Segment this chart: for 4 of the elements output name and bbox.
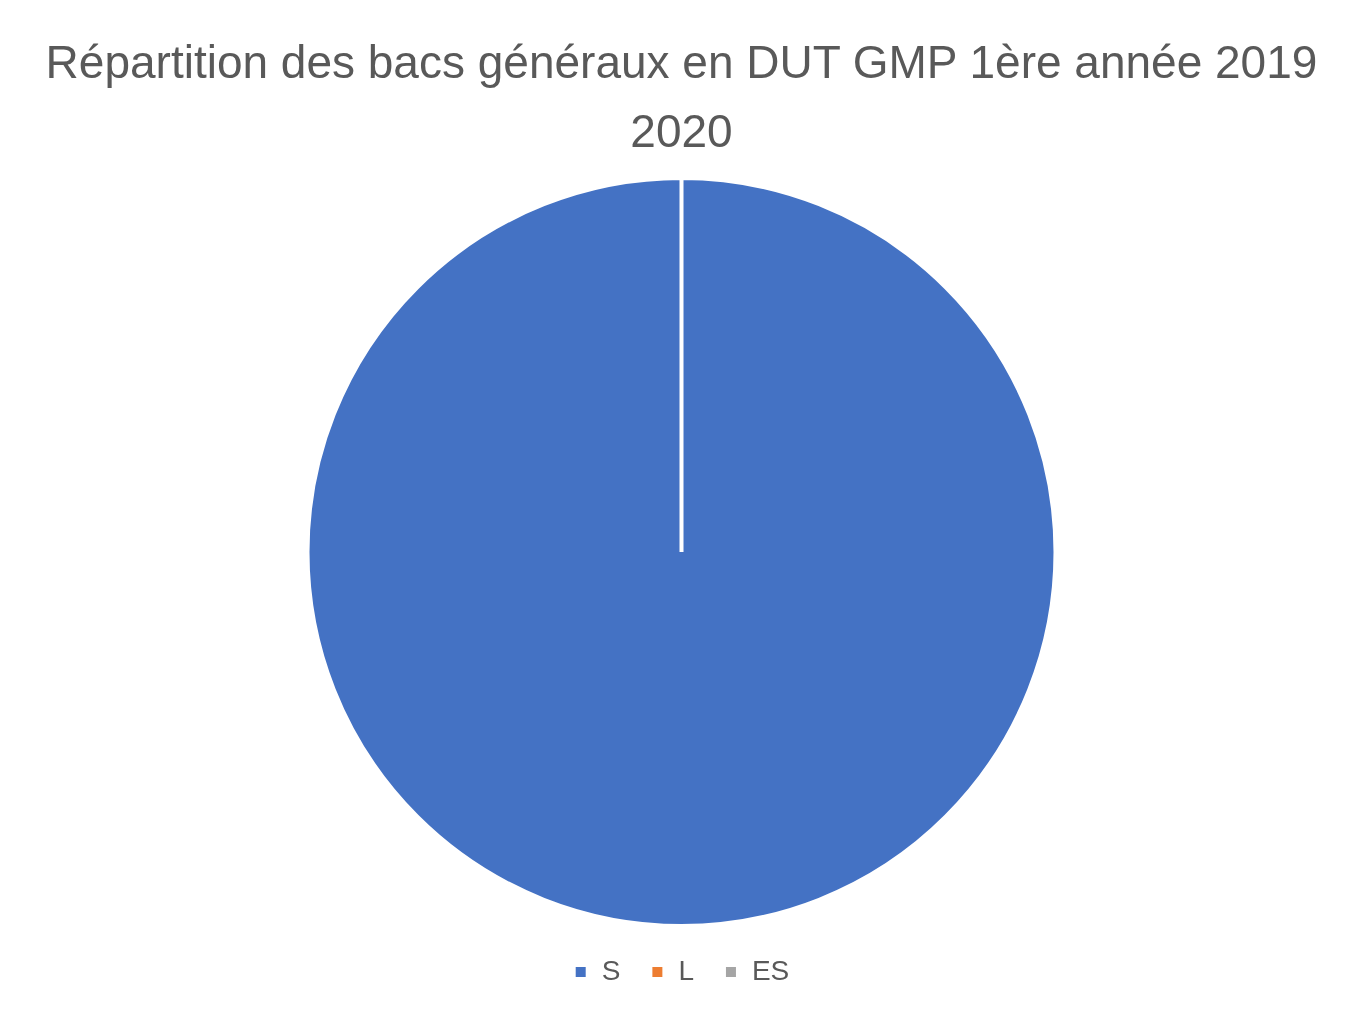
chart-title: Répartition des bacs généraux en DUT GMP 1ère année 2019 2020 xyxy=(44,35,1319,159)
legend-label: ES xyxy=(751,954,790,986)
legend-label: S xyxy=(601,954,621,986)
legend-label: L xyxy=(678,954,694,986)
